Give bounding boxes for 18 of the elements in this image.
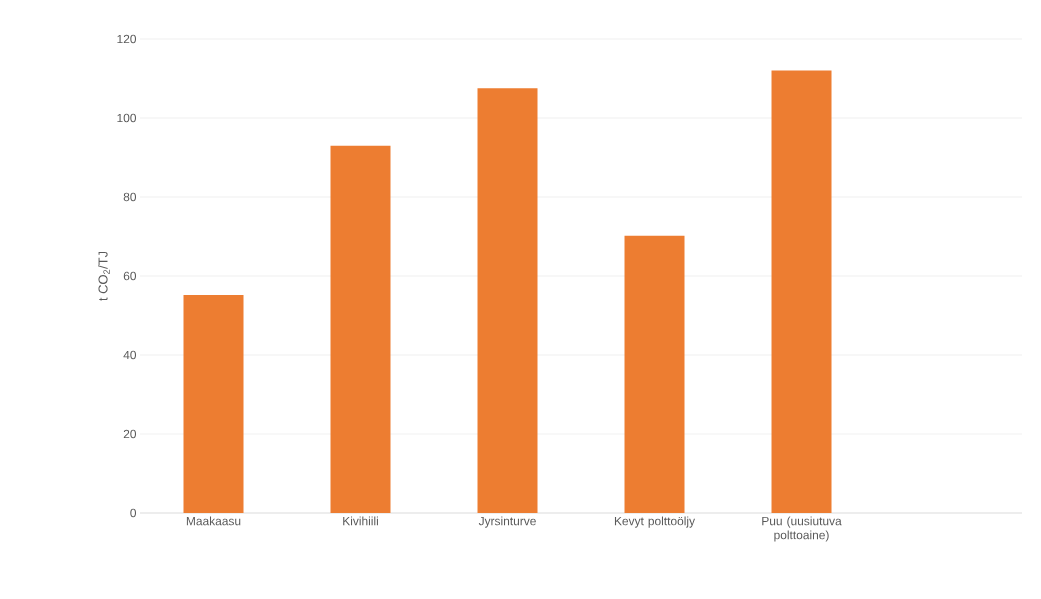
- bar: [771, 70, 832, 513]
- bar: [330, 145, 391, 513]
- x-tick-label: Puu (uusiutuva polttoaine): [762, 516, 842, 542]
- bar: [183, 294, 244, 513]
- y-tick-label: 0: [130, 508, 137, 518]
- x-tick-label: Jyrsinturve: [478, 516, 536, 528]
- x-tick-label: Maakaasu: [186, 516, 241, 526]
- y-tick-label: 40: [123, 350, 137, 360]
- y-axis-title: t CO$_{2}$/TJ: [98, 251, 110, 301]
- y-tick-label: 120: [117, 34, 137, 44]
- x-tick-label: Kevyt polttoöljy: [614, 516, 695, 528]
- y-tick-label: 60: [123, 271, 137, 281]
- y-tick-label: 20: [123, 429, 137, 439]
- bar: [624, 235, 685, 513]
- bar: [477, 88, 538, 513]
- y-tick-label: 100: [117, 113, 137, 123]
- y-tick-label: 80: [123, 192, 137, 202]
- x-tick-label: Kivihiili: [343, 516, 378, 526]
